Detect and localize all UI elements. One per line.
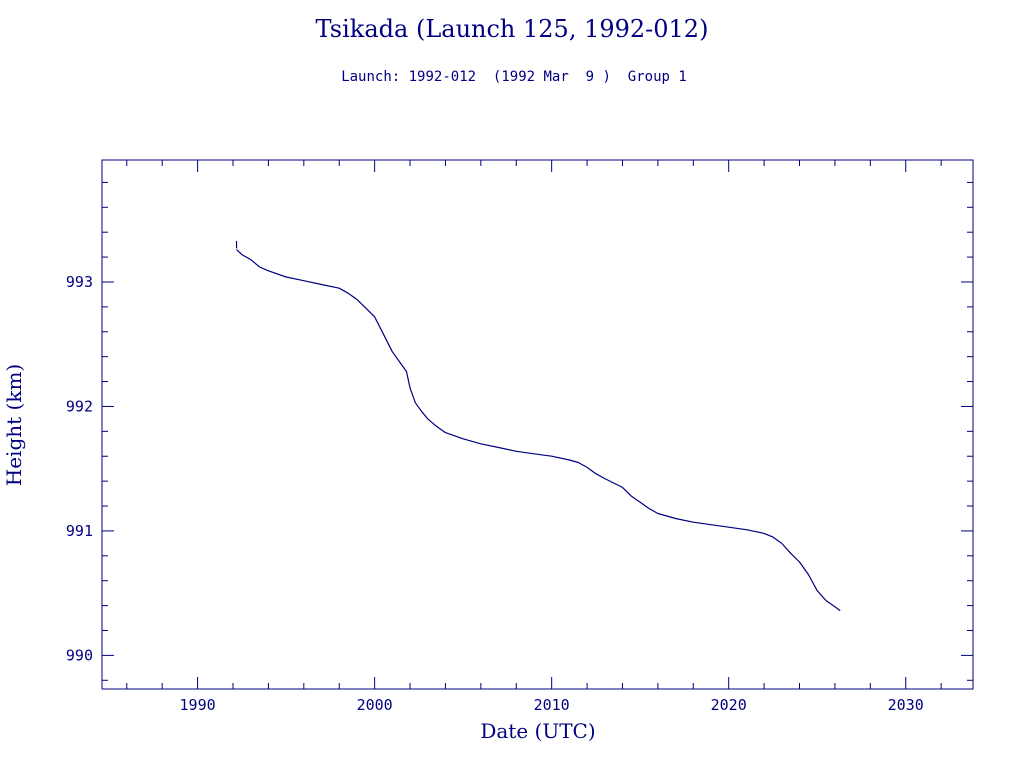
y-axis-label: Height (km) xyxy=(2,364,26,486)
x-axis-label: Date (UTC) xyxy=(480,719,595,743)
y-tick-label: 990 xyxy=(66,646,93,664)
x-axis-tick-labels: 1990 2000 2010 2020 2030 xyxy=(180,696,924,714)
y-axis-ticks xyxy=(102,181,973,681)
x-tick-label: 2030 xyxy=(888,696,924,714)
series-group xyxy=(235,240,841,612)
chart-subtitle: Launch: 1992-012 (1992 Mar 9 ) Group 1 xyxy=(341,69,687,85)
x-tick-label: 1990 xyxy=(180,696,216,714)
x-tick-label: 2010 xyxy=(534,696,570,714)
height-series-line xyxy=(236,249,841,612)
x-tick-label: 2020 xyxy=(711,696,747,714)
y-tick-label: 991 xyxy=(66,522,93,540)
chart-title: Tsikada (Launch 125, 1992-012) xyxy=(316,15,709,43)
x-tick-label: 2000 xyxy=(357,696,393,714)
x-axis-ticks xyxy=(126,160,942,689)
y-tick-label: 992 xyxy=(66,397,93,415)
y-axis-tick-labels: 990 991 992 993 xyxy=(66,273,93,664)
plot-frame xyxy=(101,159,974,690)
y-tick-label: 993 xyxy=(66,273,93,291)
